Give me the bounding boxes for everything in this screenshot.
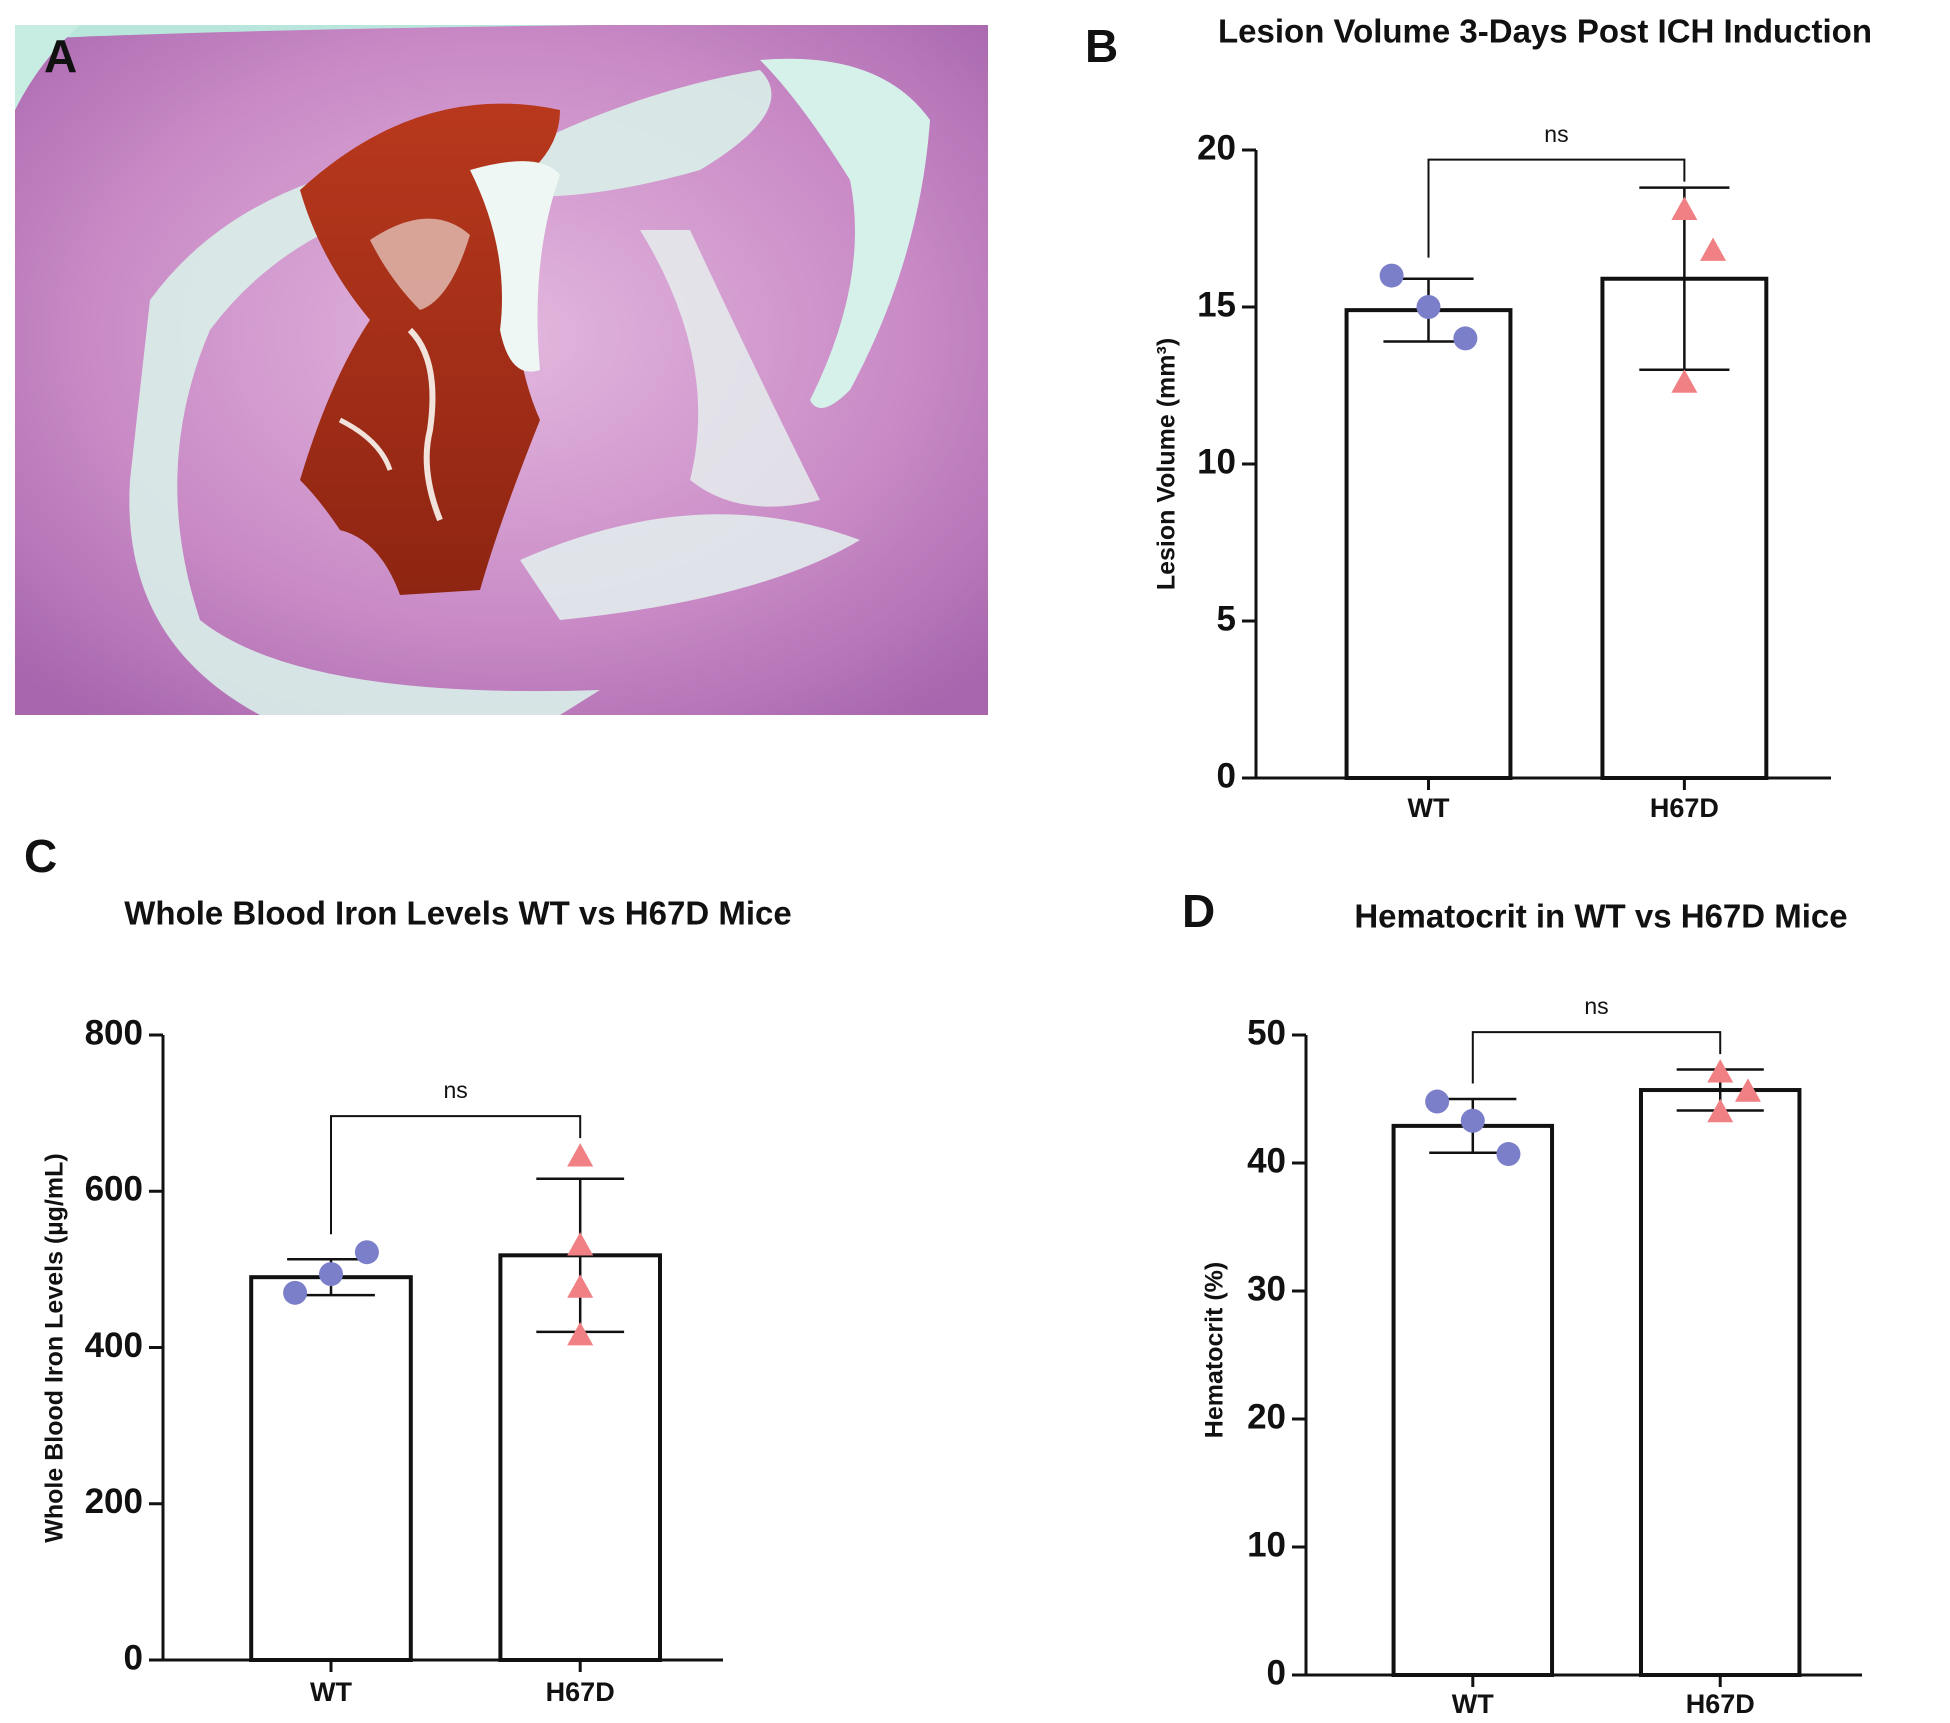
data-point <box>567 1322 594 1346</box>
data-point <box>1379 263 1404 288</box>
y-tick-label: 20 <box>1247 1397 1286 1436</box>
data-point <box>567 1274 594 1298</box>
y-tick-label: 40 <box>1247 1141 1286 1180</box>
y-axis-label: Lesion Volume (mm³) <box>1153 338 1181 590</box>
bar <box>249 1275 413 1662</box>
x-tick-label: WT <box>1452 1689 1494 1718</box>
data-point <box>1707 1098 1734 1123</box>
y-axis-label: Whole Blood Iron Levels (µg/mL) <box>41 1153 69 1542</box>
x-tick-label: H67D <box>1686 1689 1755 1718</box>
data-point <box>1734 1078 1761 1102</box>
data-point <box>1700 237 1727 261</box>
data-point <box>283 1280 308 1305</box>
x-tick-label: H67D <box>1650 793 1719 823</box>
significance-bracket <box>1471 1031 1722 1084</box>
y-tick-label: 20 <box>1197 128 1236 167</box>
y-tick-label: 10 <box>1197 442 1236 481</box>
chart-title: Hematocrit in WT vs H67D Mice <box>1354 898 1847 935</box>
y-tick-label: 30 <box>1247 1269 1286 1308</box>
y-axis-label: Hematocrit (%) <box>1201 1262 1229 1438</box>
x-tick-label: WT <box>310 1677 352 1707</box>
data-point <box>1416 295 1441 319</box>
significance-label: ns <box>1584 993 1608 1019</box>
panel-letter: D <box>1182 885 1215 937</box>
data-point <box>1496 1142 1521 1167</box>
bar <box>1344 308 1513 780</box>
x-tick-label: WT <box>1408 793 1450 823</box>
panel-letter: A <box>44 30 77 82</box>
panel-letter: C <box>24 830 57 882</box>
y-tick-label: 5 <box>1217 599 1236 638</box>
significance-label: ns <box>1544 121 1568 147</box>
data-point <box>354 1240 379 1265</box>
y-tick-label: 50 <box>1247 1013 1286 1052</box>
data-point <box>1671 196 1698 221</box>
y-tick-label: 400 <box>85 1326 143 1365</box>
y-tick-label: 15 <box>1197 285 1236 324</box>
chart-title: Lesion Volume 3-Days Post ICH Induction <box>1218 13 1872 50</box>
data-point <box>567 1143 594 1167</box>
significance-label: ns <box>443 1077 467 1103</box>
data-point <box>1671 369 1698 393</box>
y-tick-label: 0 <box>124 1638 143 1677</box>
data-point <box>567 1232 594 1256</box>
data-point <box>1425 1089 1450 1114</box>
y-tick-label: 10 <box>1247 1525 1286 1564</box>
bar <box>1391 1123 1555 1677</box>
y-tick-label: 0 <box>1267 1653 1286 1692</box>
panel-letter: B <box>1085 20 1118 72</box>
data-point <box>1460 1108 1485 1133</box>
x-tick-label: H67D <box>546 1677 615 1707</box>
bar <box>1638 1088 1802 1678</box>
chart-title: Whole Blood Iron Levels WT vs H67D Mice <box>124 895 791 932</box>
data-point <box>1453 326 1478 351</box>
y-tick-label: 0 <box>1217 756 1236 795</box>
y-tick-label: 200 <box>85 1482 143 1521</box>
histology-image: A <box>15 25 988 715</box>
significance-bracket <box>1427 158 1686 258</box>
data-point <box>1707 1059 1734 1083</box>
y-tick-label: 600 <box>85 1170 143 1209</box>
data-point <box>319 1262 343 1287</box>
y-tick-label: 800 <box>85 1013 143 1052</box>
significance-bracket <box>330 1115 582 1235</box>
